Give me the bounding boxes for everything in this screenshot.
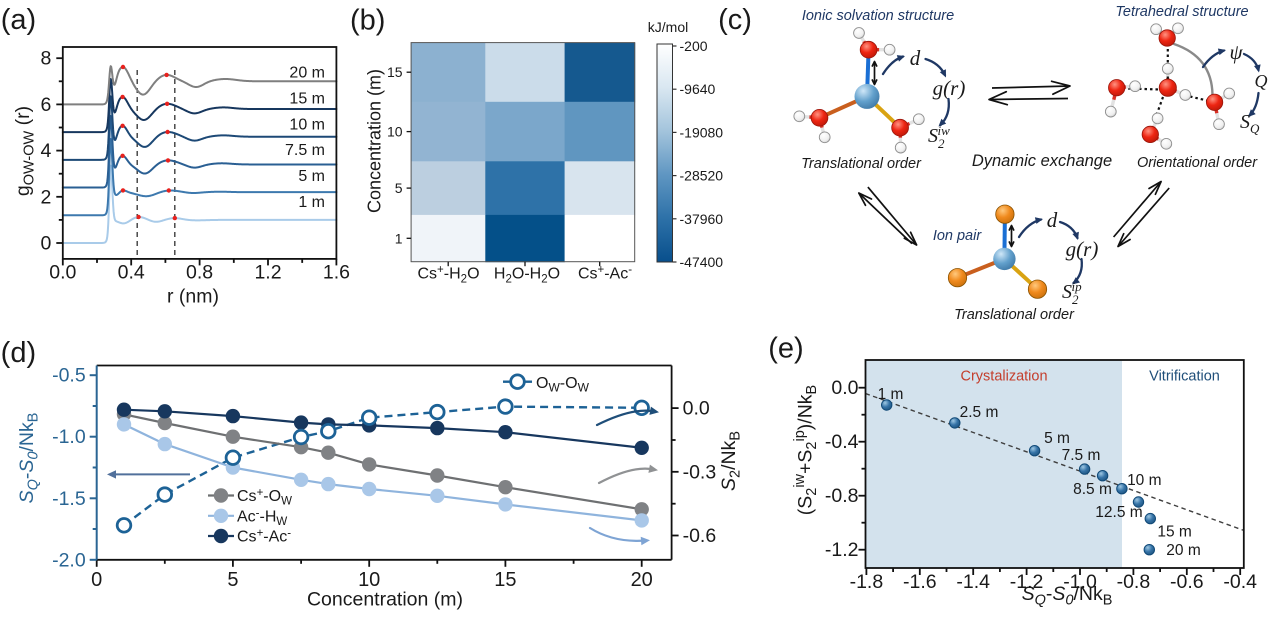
svg-text:-19080: -19080: [680, 124, 724, 140]
svg-text:-0.4: -0.4: [825, 431, 859, 453]
svg-text:-47400: -47400: [680, 254, 724, 270]
svg-text:-0.4: -0.4: [1223, 571, 1257, 593]
svg-text:5 m: 5 m: [1044, 430, 1070, 447]
svg-text:(d): (d): [1, 337, 36, 369]
svg-text:-200: -200: [680, 38, 708, 54]
svg-text:Crystalization: Crystalization: [960, 369, 1047, 385]
svg-text:-1.8: -1.8: [850, 571, 884, 593]
svg-text:Translational order: Translational order: [954, 307, 1075, 323]
svg-text:20: 20: [631, 569, 653, 591]
svg-text:Tetrahedral structure: Tetrahedral structure: [1115, 4, 1248, 20]
svg-text:-28520: -28520: [680, 168, 724, 184]
svg-text:-0.5: -0.5: [52, 365, 86, 387]
svg-text:0.0: 0.0: [49, 262, 76, 284]
svg-text:Translational order: Translational order: [801, 156, 922, 172]
svg-text:(b): (b): [350, 5, 385, 37]
svg-text:r (nm): r (nm): [167, 286, 219, 308]
svg-text:6: 6: [40, 94, 51, 116]
svg-text:5: 5: [395, 180, 403, 196]
svg-text:Concentration (m): Concentration (m): [307, 589, 463, 611]
svg-text:15: 15: [494, 569, 516, 591]
svg-text:-1.0: -1.0: [52, 426, 86, 448]
svg-text:1.6: 1.6: [323, 262, 350, 284]
svg-text:-37960: -37960: [680, 211, 724, 227]
svg-text:(c): (c): [718, 4, 752, 36]
svg-text:Cs+-Ac-: Cs+-Ac-: [578, 264, 632, 283]
svg-text:-1.2: -1.2: [825, 539, 859, 561]
svg-text:20 m: 20 m: [1166, 542, 1200, 559]
svg-text:(a): (a): [1, 4, 36, 36]
svg-text:-0.3: -0.3: [683, 461, 717, 483]
svg-text:2.5 m: 2.5 m: [960, 404, 999, 421]
svg-text:-0.6: -0.6: [683, 525, 717, 547]
svg-text:-1.6: -1.6: [903, 571, 937, 593]
svg-text:-2.0: -2.0: [52, 549, 86, 571]
svg-text:kJ/mol: kJ/mol: [648, 19, 688, 35]
svg-text:Vitrification: Vitrification: [1149, 369, 1220, 385]
svg-text:5: 5: [227, 569, 238, 591]
svg-text:10: 10: [387, 124, 403, 140]
svg-text:Dynamic exchange: Dynamic exchange: [972, 152, 1112, 170]
svg-text:Q: Q: [1255, 71, 1268, 91]
svg-text:-9640: -9640: [680, 81, 716, 97]
svg-text:4: 4: [40, 140, 51, 162]
svg-text:15 m: 15 m: [289, 90, 325, 107]
svg-text:7.5 m: 7.5 m: [1062, 447, 1101, 464]
svg-text:7.5 m: 7.5 m: [285, 142, 325, 159]
svg-text:Ionic solvation structure: Ionic solvation structure: [802, 8, 954, 24]
svg-text:2: 2: [40, 186, 51, 208]
svg-text:d: d: [910, 46, 921, 70]
svg-text:Cs+-H2O: Cs+-H2O: [417, 264, 479, 286]
svg-text:15 m: 15 m: [1157, 524, 1191, 541]
svg-text:8.5 m: 8.5 m: [1073, 481, 1112, 498]
svg-text:ψ: ψ: [1229, 40, 1243, 64]
svg-text:20 m: 20 m: [289, 64, 325, 81]
svg-text:d: d: [1047, 208, 1058, 232]
svg-text:(e): (e): [768, 333, 803, 365]
svg-text:0: 0: [91, 569, 102, 591]
svg-text:1 m: 1 m: [298, 194, 325, 211]
svg-text:10 m: 10 m: [289, 116, 325, 133]
svg-text:g(r): g(r): [1066, 237, 1099, 261]
svg-text:-0.8: -0.8: [1117, 571, 1151, 593]
svg-text:1: 1: [395, 230, 403, 246]
svg-text:0.8: 0.8: [186, 262, 213, 284]
svg-text:1 m: 1 m: [878, 386, 904, 403]
svg-text:Ion pair: Ion pair: [933, 228, 983, 244]
svg-text:1.2: 1.2: [254, 262, 281, 284]
svg-text:5 m: 5 m: [298, 168, 325, 185]
svg-text:0.0: 0.0: [683, 398, 710, 420]
svg-text:8: 8: [40, 48, 51, 70]
svg-text:0.4: 0.4: [118, 262, 145, 284]
svg-text:-0.8: -0.8: [825, 485, 859, 507]
svg-text:-1.5: -1.5: [52, 488, 86, 510]
svg-text:12.5 m: 12.5 m: [1095, 504, 1142, 521]
svg-text:g(r): g(r): [933, 76, 966, 100]
svg-text:0: 0: [40, 233, 51, 255]
svg-text:10 m: 10 m: [1127, 472, 1161, 489]
svg-text:Concentration (m): Concentration (m): [365, 69, 385, 213]
svg-text:-0.6: -0.6: [1170, 571, 1204, 593]
svg-text:Cs+-Ac-: Cs+-Ac-: [237, 528, 291, 546]
svg-text:15: 15: [387, 64, 403, 80]
svg-text:Orientational order: Orientational order: [1137, 155, 1258, 171]
svg-text:-1.4: -1.4: [956, 571, 990, 593]
svg-text:0.0: 0.0: [831, 377, 858, 399]
